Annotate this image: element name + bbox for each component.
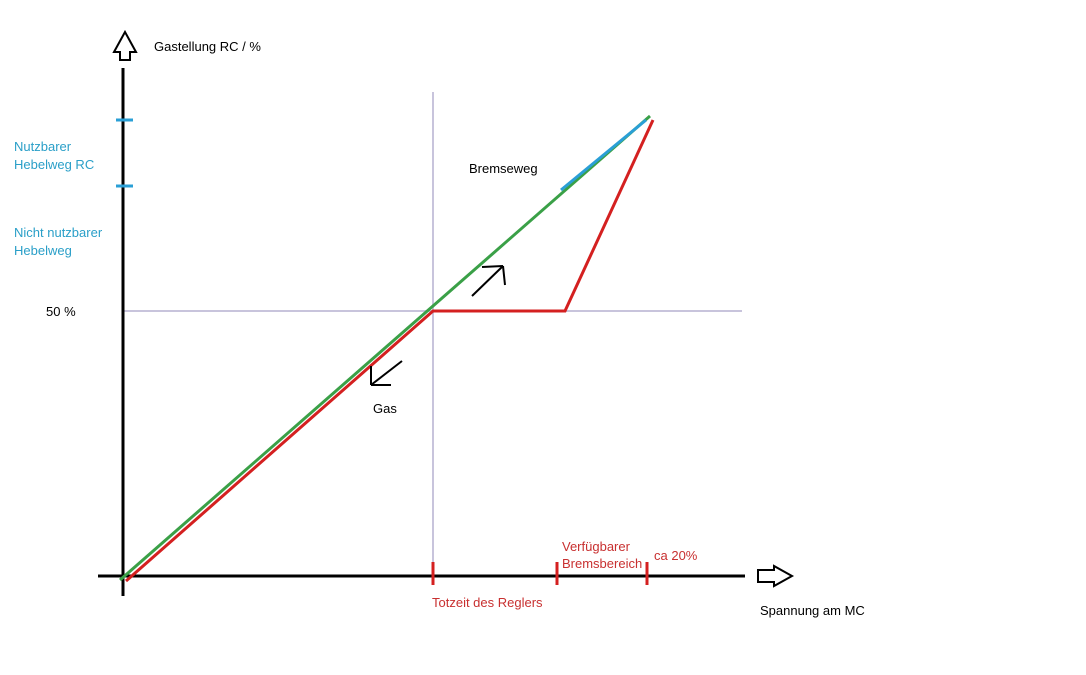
nutzbarer-label-line2: Hebelweg RC — [14, 157, 94, 172]
nicht-nutzbarer-label-line1: Nicht nutzbarer — [14, 225, 103, 240]
arrow-down-left-icon — [370, 360, 403, 386]
bremseweg-blue-segment — [560, 118, 647, 192]
x-axis-arrow-icon — [757, 564, 795, 588]
y-axis-title: Gastellung RC / % — [154, 39, 261, 54]
y-axis-arrow-icon — [112, 29, 138, 61]
ca20-label: ca 20% — [654, 548, 698, 563]
bremseweg-label: Bremseweg — [469, 161, 538, 176]
gas-label: Gas — [373, 401, 397, 416]
totzeit-label: Totzeit des Reglers — [432, 595, 543, 610]
x-axis-title: Spannung am MC — [760, 603, 865, 618]
verfuegbarer-label-line2: Bremsbereich — [562, 556, 642, 571]
fifty-percent-label: 50 % — [46, 304, 76, 319]
red-characteristic-line — [125, 119, 655, 583]
nicht-nutzbarer-label-line2: Hebelweg — [14, 243, 72, 258]
nutzbarer-label-line1: Nutzbarer — [14, 139, 72, 154]
verfuegbarer-label-line1: Verfügbarer — [562, 539, 631, 554]
green-characteristic-line — [119, 114, 651, 582]
arrow-up-right-icon — [471, 265, 506, 297]
